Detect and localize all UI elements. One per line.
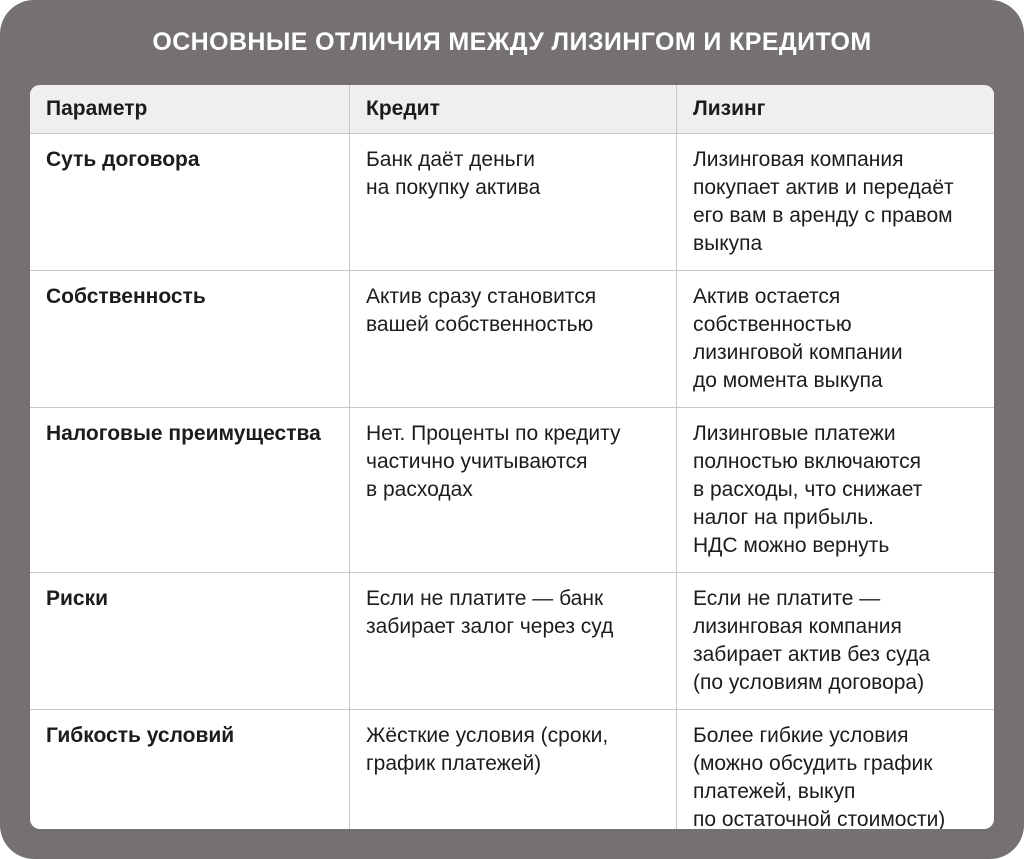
- table-row: Гибкость условий Жёсткие условия (сроки,…: [30, 710, 994, 829]
- credit-cell: Актив сразу становится вашей собственнос…: [350, 271, 677, 408]
- table-row: Суть договора Банк даёт деньги на покупк…: [30, 134, 994, 271]
- credit-cell: Банк даёт деньги на покупку актива: [350, 134, 677, 271]
- leasing-cell: Более гибкие условия (можно обсудить гра…: [693, 724, 946, 829]
- table-row: Налоговые преимущества Нет. Проценты по …: [30, 408, 994, 573]
- param-cell: Гибкость условий: [30, 710, 350, 829]
- leasing-cell: Лизинговые платежи полностью включаются …: [677, 408, 994, 573]
- table-row: Собственность Актив сразу становится ваш…: [30, 271, 994, 408]
- param-cell: Налоговые преимущества: [30, 408, 350, 573]
- param-cell: Собственность: [30, 271, 350, 408]
- credit-cell: Если не платите — банк забирает залог че…: [350, 573, 677, 710]
- credit-cell: Жёсткие условия (сроки, график платежей): [350, 710, 677, 829]
- credit-cell: Нет. Проценты по кредиту частично учитыв…: [350, 408, 677, 573]
- header-cell-credit: Кредит: [350, 85, 677, 134]
- header-cell-leasing: Лизинг: [677, 85, 994, 134]
- param-cell: Риски: [30, 573, 350, 710]
- table-row: Риски Если не платите — банк забирает за…: [30, 573, 994, 710]
- table-header-row: Параметр Кредит Лизинг: [30, 85, 994, 134]
- header-cell-param: Параметр: [30, 85, 350, 134]
- leasing-cell: Лизинговая компания покупает актив и пер…: [677, 134, 994, 271]
- leasing-cell: Если не платите — лизинговая компания за…: [677, 573, 994, 710]
- param-cell: Суть договора: [30, 134, 350, 271]
- page-title: ОСНОВНЫЕ ОТЛИЧИЯ МЕЖДУ ЛИЗИНГОМ И КРЕДИТ…: [152, 28, 872, 56]
- leasing-cell: Актив остается собственностью лизинговой…: [677, 271, 994, 408]
- comparison-table: Параметр Кредит Лизинг Суть договора Бан…: [30, 85, 994, 829]
